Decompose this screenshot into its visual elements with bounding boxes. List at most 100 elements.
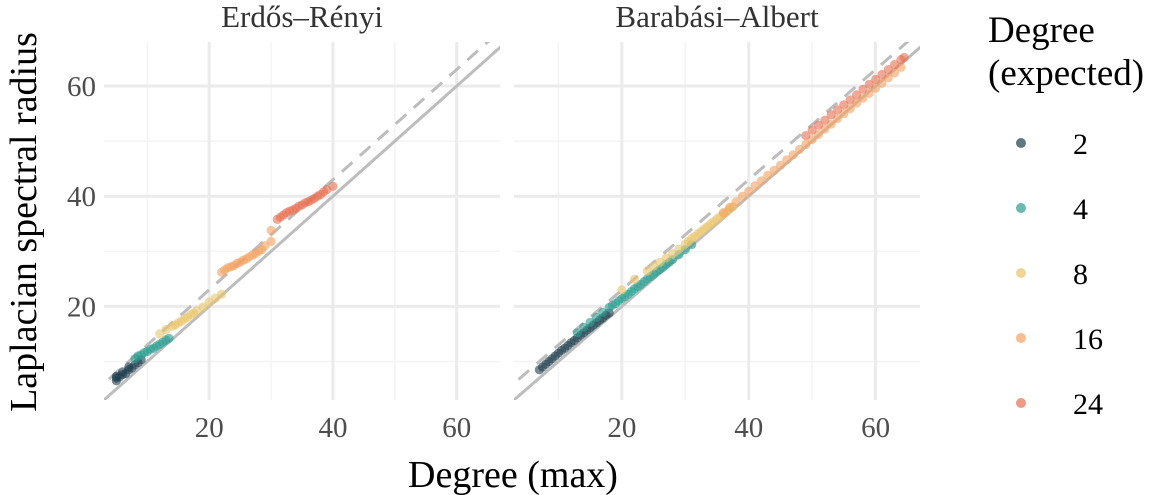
legend-item: 4: [1016, 193, 1088, 226]
data-point: [813, 120, 824, 130]
data-point: [763, 170, 773, 180]
data-point: [216, 289, 227, 299]
x-tick-label: 20: [607, 412, 636, 444]
series-degree-24: [801, 52, 909, 141]
x-axis-title: Degree (max): [408, 454, 618, 495]
legend-key: [1016, 268, 1026, 278]
reference-line-dashed: [514, 42, 910, 386]
data-point: [801, 131, 811, 141]
data-point: [617, 285, 627, 295]
data-point: [851, 90, 862, 100]
data-point: [718, 208, 728, 218]
panel-title: Erdős–Rényi: [221, 0, 383, 34]
legend-key: [1016, 333, 1026, 343]
panel-title: Barabási–Albert: [615, 0, 819, 34]
data-point: [164, 333, 174, 343]
data-point: [782, 155, 792, 165]
legend-item: 24: [1016, 388, 1103, 421]
series-degree-4: [572, 240, 697, 338]
series-degree-8: [617, 202, 738, 295]
reference-line-dashed: [104, 42, 490, 386]
x-tick-label: 60: [861, 412, 890, 444]
data-point: [585, 317, 595, 327]
legend-label: 8: [1073, 258, 1088, 291]
legend-label: 2: [1073, 128, 1088, 161]
series-degree-8: [155, 289, 227, 339]
data-point: [591, 312, 602, 322]
x-tick-label: 40: [318, 412, 347, 444]
data-point: [801, 139, 811, 150]
data-point: [826, 110, 836, 120]
data-point: [744, 186, 754, 196]
series-degree-2: [534, 308, 614, 375]
data-point: [832, 105, 843, 115]
data-point: [858, 84, 868, 94]
data-point: [820, 115, 830, 125]
x-tick-label: 40: [734, 412, 763, 444]
data-point: [890, 59, 900, 70]
data-point: [877, 69, 887, 80]
legend-label: 4: [1073, 193, 1088, 226]
series-degree-16: [718, 62, 906, 218]
data-point: [572, 328, 583, 338]
data-point: [899, 52, 909, 63]
data-point: [725, 202, 735, 212]
data-point: [598, 307, 608, 318]
reference-line-identity: [104, 45, 500, 400]
legend-title-line-2: (expected): [988, 53, 1144, 94]
data-points: [534, 52, 909, 375]
data-point: [807, 125, 817, 135]
y-tick-label: 20: [67, 291, 96, 323]
data-point: [883, 64, 893, 75]
data-point: [794, 144, 805, 154]
legend-item: 16: [1016, 323, 1103, 356]
data-point: [629, 274, 640, 284]
legend-item: 8: [1016, 258, 1088, 291]
data-point: [266, 225, 276, 235]
data-point: [769, 165, 779, 175]
series-degree-16: [216, 225, 276, 277]
series-degree-24: [272, 181, 338, 224]
data-point: [328, 181, 338, 191]
data-point: [737, 191, 747, 201]
data-point: [845, 95, 855, 105]
y-axis-tick-labels: 20 40 60: [67, 71, 96, 323]
y-tick-label: 60: [67, 71, 96, 103]
series-degree-4: [130, 333, 174, 364]
data-point: [731, 197, 741, 207]
legend-label: 16: [1073, 323, 1103, 356]
x-tick-label: 60: [442, 412, 471, 444]
data-point: [839, 100, 849, 110]
y-axis-title: Laplacian spectral radius: [3, 32, 45, 412]
data-point: [775, 160, 786, 170]
reference-lines: [104, 42, 500, 400]
legend-title-line-1: Degree: [988, 10, 1095, 51]
data-point: [870, 74, 881, 85]
panel-1: Erdős–Rényi 20 40 60: [104, 0, 500, 444]
data-point: [674, 244, 684, 254]
data-point: [788, 150, 798, 160]
data-point: [266, 236, 276, 246]
data-point: [642, 266, 652, 276]
panels-layer: Erdős–Rényi 20 40 60 Barabási–Albert 20 40 60: [104, 0, 920, 444]
series-degree-2: [111, 355, 146, 386]
legend-item: 2: [1016, 128, 1088, 161]
gridlines: [104, 42, 500, 400]
legend-key: [1016, 138, 1026, 148]
gridlines: [514, 42, 920, 400]
legend-key: [1016, 398, 1026, 408]
legend-key: [1016, 203, 1026, 213]
panel-2: Barabási–Albert 20 40 60: [514, 0, 920, 444]
data-points: [111, 181, 338, 386]
data-point: [579, 322, 589, 332]
y-tick-label: 40: [67, 181, 96, 213]
data-point: [750, 181, 760, 191]
legend-label: 24: [1073, 388, 1103, 421]
data-point: [864, 79, 874, 90]
data-point: [198, 302, 208, 312]
data-point: [756, 176, 767, 186]
x-tick-label: 20: [195, 412, 224, 444]
